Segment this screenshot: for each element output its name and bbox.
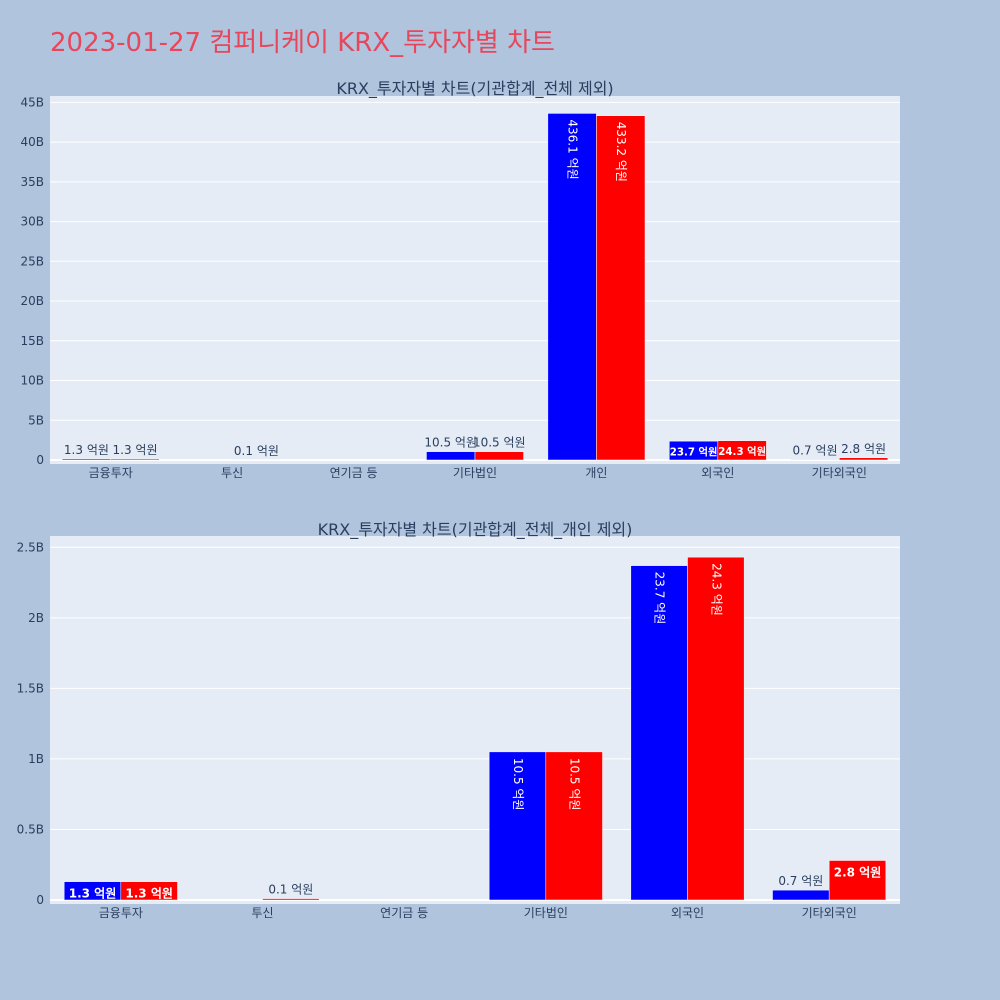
x-tick-label: 외국인	[701, 466, 734, 480]
data-label: 24.3 억원	[718, 445, 766, 458]
bar	[474, 451, 524, 461]
bar	[790, 459, 840, 461]
bar	[110, 458, 160, 461]
bar	[828, 860, 887, 901]
data-label: 10.5 억원	[473, 436, 526, 450]
bar	[687, 556, 745, 901]
bar	[120, 881, 178, 901]
data-label: 10.5 억원	[424, 436, 477, 450]
y-tick-label: 30B	[20, 215, 44, 229]
bar	[545, 751, 603, 901]
data-label: 10.5 억원	[511, 758, 525, 811]
chart-panel-2: KRX_투자자별 차트(기관합계_전체_개인 제외) 0 0.5B 1B 1.5B 2B 2…	[17, 520, 900, 920]
y-tick-label: 1B	[28, 752, 44, 766]
data-label: 436.1 억원	[566, 119, 580, 179]
bar	[426, 451, 476, 461]
x-tick-label: 외국인	[671, 906, 704, 920]
data-label: 2.8 억원	[834, 865, 882, 879]
y-tick-label: 2B	[28, 611, 44, 625]
data-label: 1.3 억원	[113, 443, 158, 457]
y-tick-label: 5B	[28, 413, 44, 427]
data-label: 0.1 억원	[234, 444, 279, 458]
x-tick-label: 투신	[251, 906, 273, 920]
page-title: 2023-01-27 컴퍼니케이 KRX_투자자별 차트	[50, 28, 555, 58]
chart-title: KRX_투자자별 차트(기관합계_전체 제외)	[336, 79, 613, 99]
bar	[262, 898, 320, 901]
x-tick-label: 기타외국인	[812, 466, 867, 480]
data-label: 24.3 억원	[709, 563, 723, 616]
y-tick-label: 10B	[20, 374, 44, 388]
x-tick-label: 기타법인	[524, 906, 568, 920]
data-label: 1.3 억원	[69, 887, 117, 901]
y-tick-label: 1.5B	[17, 681, 44, 695]
y-tick-label: 2.5B	[17, 540, 44, 554]
y-tick-label: 25B	[20, 254, 44, 268]
plot-background	[50, 96, 900, 464]
bar	[839, 457, 889, 461]
x-tick-label: 금융투자	[89, 466, 133, 480]
data-label: 23.7 억원	[670, 445, 718, 458]
data-label: 433.2 억원	[614, 122, 628, 182]
bar	[61, 458, 111, 461]
x-tick-label: 기타법인	[453, 466, 497, 480]
y-tick-label: 0	[36, 893, 44, 907]
x-tick-label: 기타외국인	[802, 906, 857, 920]
data-label: 1.3 억원	[64, 443, 109, 457]
x-tick-label: 투신	[221, 466, 243, 480]
x-tick-label: 연기금 등	[330, 466, 378, 480]
y-tick-label: 0	[36, 453, 44, 467]
y-tick-label: 0.5B	[17, 822, 44, 836]
x-tick-label: 금융투자	[99, 906, 143, 920]
data-label: 1.3 억원	[125, 887, 173, 901]
bar	[547, 113, 597, 461]
y-tick-label: 15B	[20, 334, 44, 348]
data-label: 23.7 억원	[653, 572, 667, 625]
data-label: 10.5 억원	[568, 758, 582, 811]
x-tick-label: 개인	[585, 466, 607, 480]
bar	[630, 565, 688, 901]
y-tick-label: 20B	[20, 294, 44, 308]
data-label: 0.7 억원	[778, 874, 823, 888]
y-tick-label: 35B	[20, 175, 44, 189]
bar	[772, 889, 830, 901]
bar	[596, 115, 646, 461]
data-label: 2.8 억원	[841, 442, 886, 456]
bar	[717, 440, 767, 461]
x-tick-label: 연기금 등	[380, 906, 428, 920]
y-tick-label: 45B	[20, 95, 44, 109]
plot-background	[50, 536, 900, 904]
data-label: 0.1 억원	[268, 883, 313, 897]
chart-panel-1: KRX_투자자별 차트(기관합계_전체 제외) 0 5B 10B 15B 20B 25B 30…	[20, 79, 900, 480]
y-tick-label: 40B	[20, 135, 44, 149]
data-label: 0.7 억원	[793, 443, 838, 457]
bar	[488, 751, 547, 901]
chart-title: KRX_투자자별 차트(기관합계_전체_개인 제외)	[318, 520, 633, 540]
